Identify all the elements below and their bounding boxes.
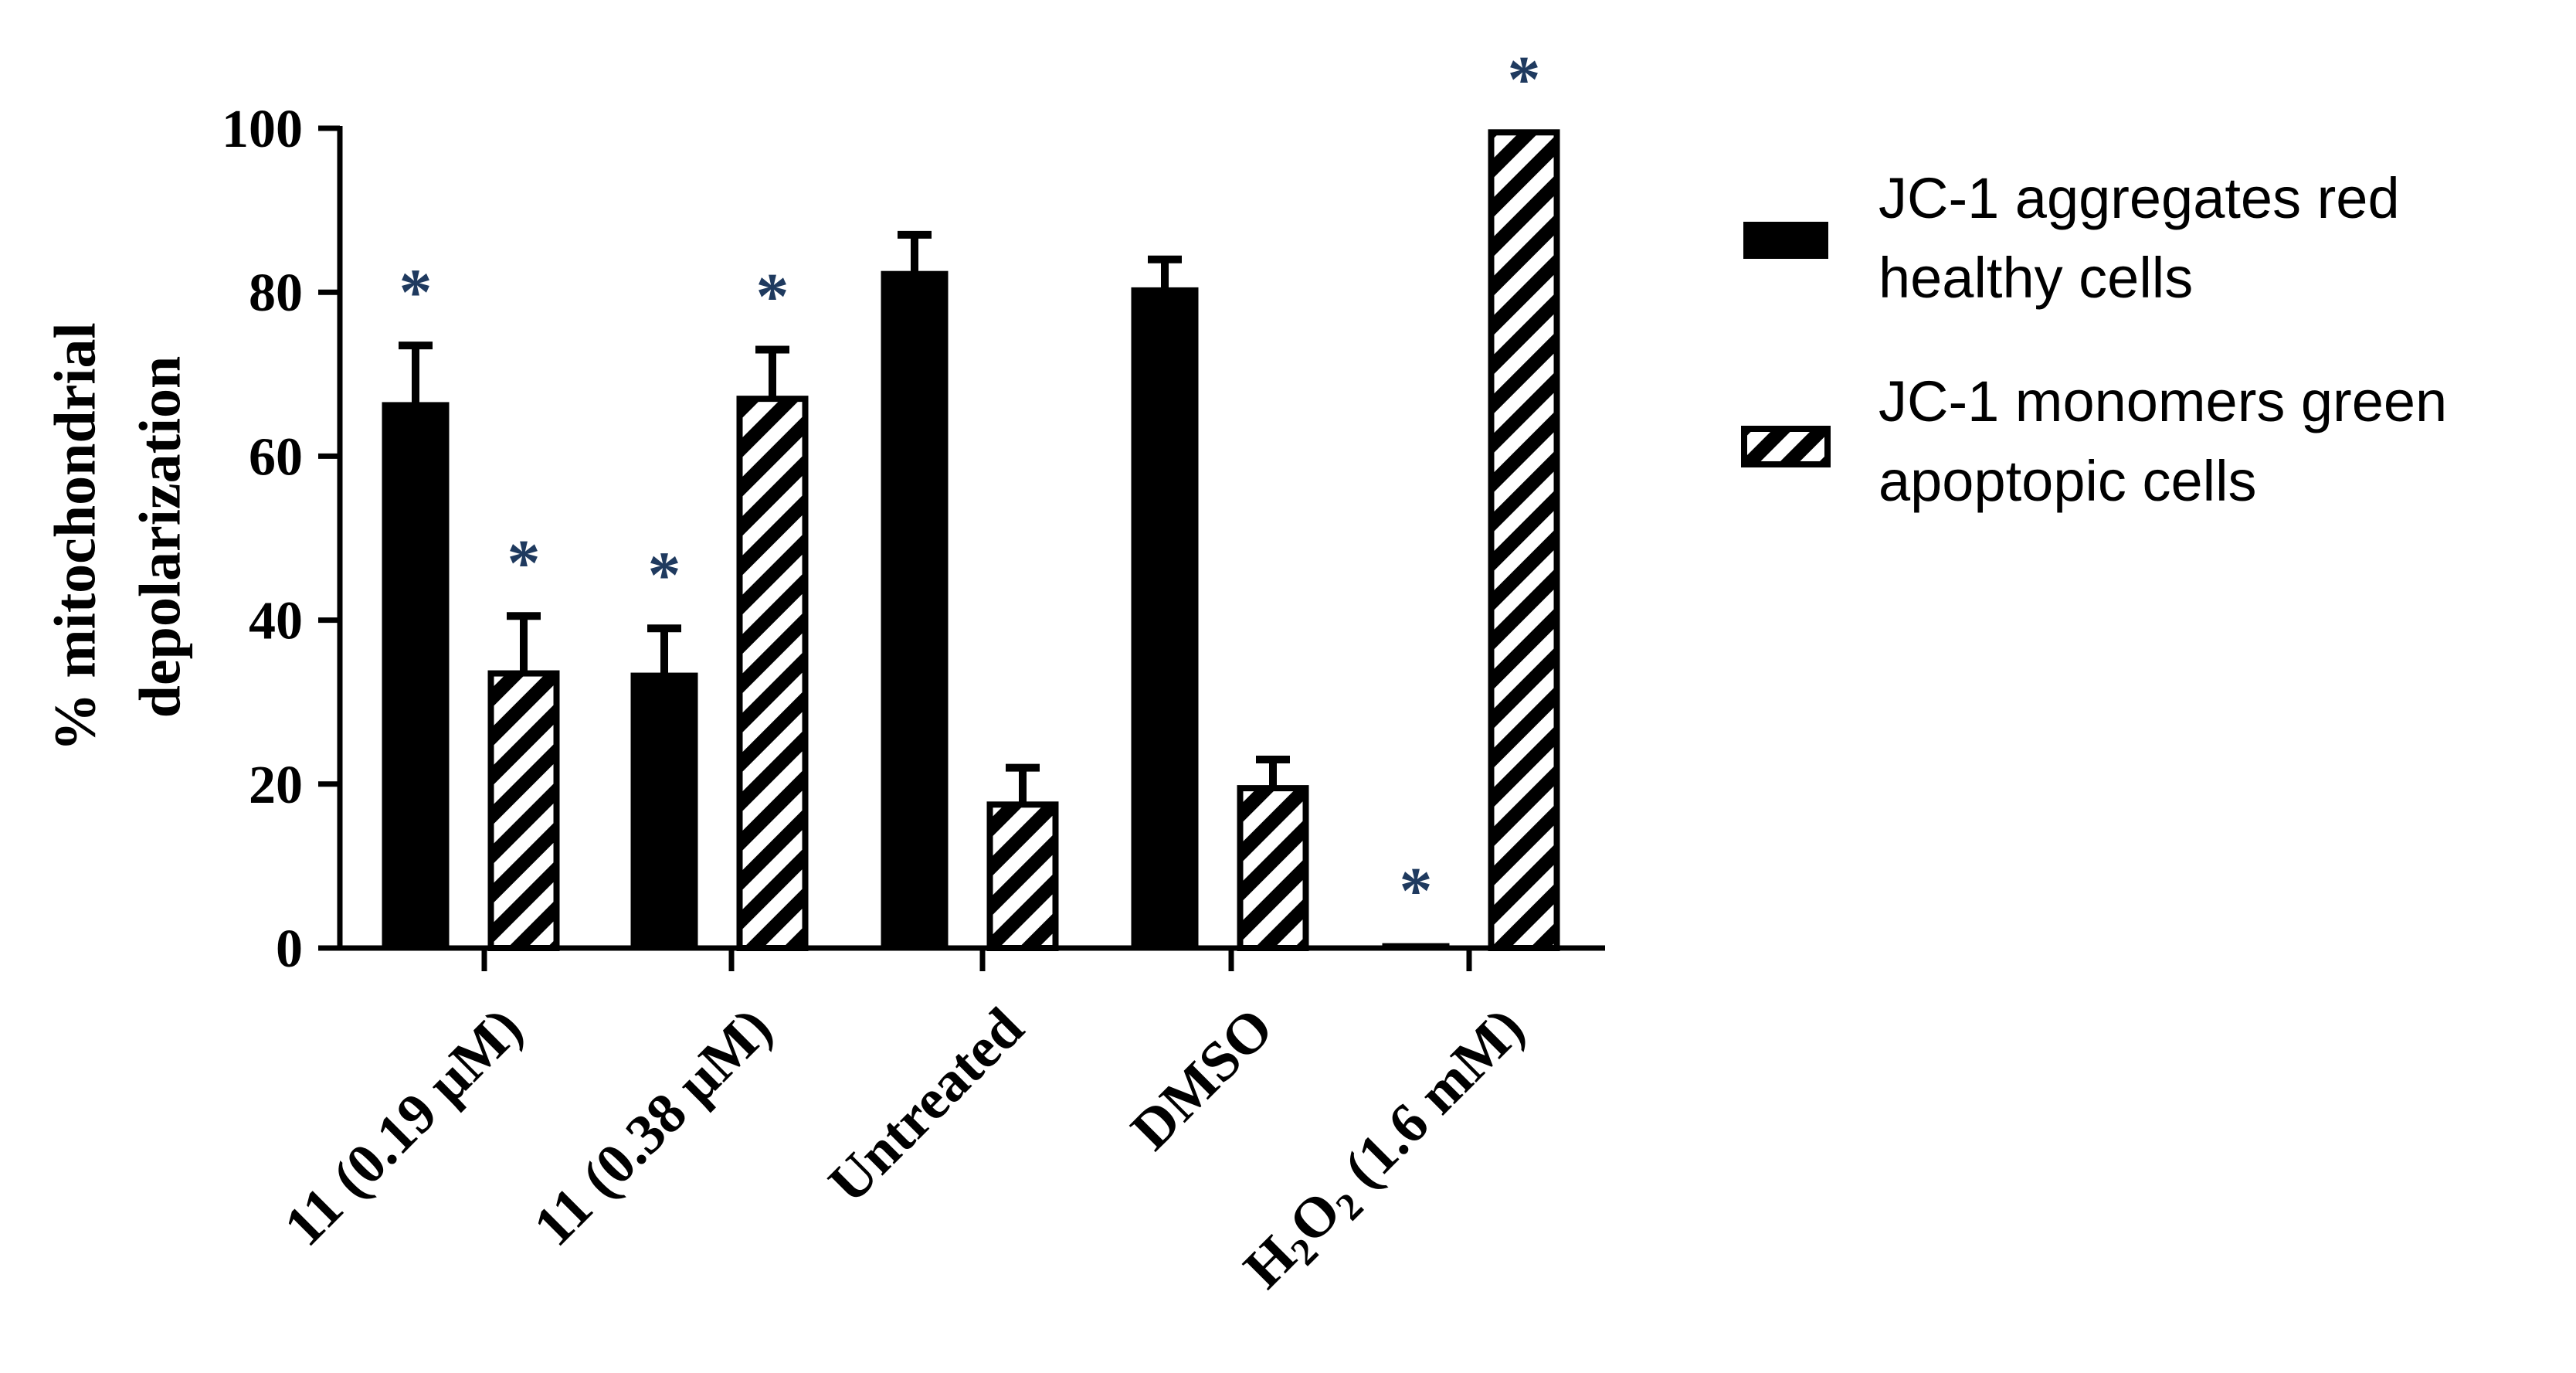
y-axis-label: depolarization (127, 356, 192, 719)
y-axis-label: % mitochondrial (42, 322, 107, 751)
significance-star: * (648, 538, 681, 612)
x-tick-label: 11 (0.19 µM) (272, 996, 535, 1259)
bar-group: * (736, 259, 809, 951)
bar-aggregates (1382, 943, 1450, 949)
x-tick-label: 11 (0.38 µM) (521, 996, 784, 1259)
legend-item: JC-1 aggregates red healthy cells (1743, 166, 2400, 310)
label-part: (1.6 mM) (1322, 996, 1536, 1210)
significance-star: * (1508, 42, 1541, 116)
legend-label: healthy cells (1879, 246, 2193, 310)
x-tick-label: DMSO (1119, 996, 1285, 1162)
significance-star: * (756, 259, 789, 333)
legend-swatch-solid (1743, 222, 1828, 259)
legend-label: JC-1 aggregates red (1879, 166, 2400, 230)
bar-monomers (487, 670, 560, 951)
bar-monomers (736, 396, 809, 951)
y-tick-label: 0 (276, 919, 303, 979)
x-tick-label: Untreated (816, 996, 1036, 1215)
significance-star: * (1400, 854, 1433, 928)
bar-aggregates (630, 672, 698, 949)
legend-swatch-hatched (1741, 426, 1831, 467)
legend-label: apoptopic cells (1879, 449, 2257, 513)
bar-group: * (382, 255, 450, 949)
bar-group: * (1382, 854, 1450, 949)
significance-star: * (507, 525, 541, 600)
bar-monomers (1237, 785, 1309, 951)
y-tick-label: 20 (249, 756, 303, 815)
bar-aggregates (1131, 287, 1199, 949)
bar-monomers (986, 801, 1059, 951)
y-tick-label: 60 (249, 427, 303, 487)
bar-aggregates (382, 402, 450, 949)
bar-group (881, 230, 949, 949)
bar-group: * (487, 525, 560, 951)
bar-group (1131, 255, 1199, 949)
y-tick-label: 40 (249, 592, 303, 651)
legend-item: JC-1 monomers green apoptopic cells (1741, 369, 2447, 513)
y-tick-label: 100 (222, 100, 303, 159)
bar-group: * (630, 538, 698, 949)
bar-group (986, 763, 1059, 951)
bar-aggregates (881, 270, 949, 949)
y-tick-label: 80 (249, 263, 303, 323)
significance-star: * (399, 255, 433, 329)
bar-group: * (1488, 42, 1560, 951)
legend-label: JC-1 monomers green (1879, 369, 2447, 433)
bar-monomers (1488, 129, 1560, 951)
bar-group (1237, 755, 1309, 951)
